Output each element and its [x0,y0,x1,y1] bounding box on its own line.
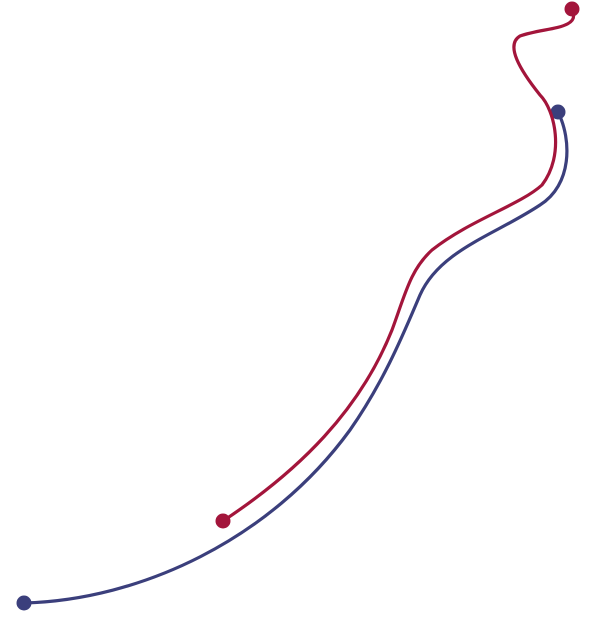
navy-line-end-dot [550,104,566,120]
navy-line [22,110,569,605]
red-line-start-dot [215,513,231,529]
red-line [221,7,576,523]
red-line-end-dot [564,1,580,17]
navy-line-group [16,104,569,611]
red-line-group [215,1,580,529]
navy-line-start-dot [16,595,32,611]
